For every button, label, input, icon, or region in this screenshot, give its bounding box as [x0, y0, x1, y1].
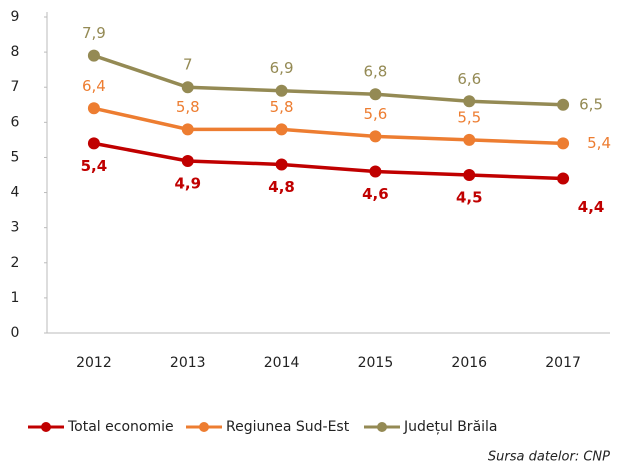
point — [275, 84, 288, 97]
point — [275, 123, 288, 136]
point — [463, 95, 476, 108]
data-label: 4,9 — [174, 174, 201, 192]
point — [87, 102, 100, 115]
point — [463, 133, 476, 146]
y-tick-label: 6 — [11, 114, 20, 130]
point — [87, 49, 100, 62]
y-tick-label: 9 — [11, 9, 20, 25]
point — [181, 81, 194, 94]
data-label: 5,8 — [176, 98, 200, 116]
point — [181, 154, 194, 167]
x-tick-label: 2015 — [358, 355, 394, 371]
point — [181, 123, 194, 136]
legend-marker — [377, 422, 387, 432]
y-tick-label: 5 — [11, 149, 20, 165]
data-label: 6,9 — [270, 59, 294, 77]
x-tick-label: 2016 — [451, 355, 487, 371]
data-label: 6,4 — [82, 77, 106, 95]
y-tick-label: 8 — [11, 44, 20, 60]
point — [369, 88, 382, 101]
data-label: 5,4 — [81, 157, 108, 175]
legend-label: Total economie — [67, 419, 174, 435]
data-label: 5,6 — [363, 105, 387, 123]
point — [557, 98, 570, 111]
y-tick-label: 7 — [11, 79, 20, 95]
x-tick-label: 2014 — [264, 355, 300, 371]
data-label: 6,5 — [579, 95, 603, 113]
x-tick-label: 2012 — [76, 355, 112, 371]
legend-marker — [41, 422, 51, 432]
data-label: 7,9 — [82, 24, 106, 42]
series-line — [93, 53, 564, 107]
series-line — [93, 141, 564, 181]
point — [369, 165, 382, 178]
data-label: 4,4 — [578, 198, 605, 216]
data-label: 6,6 — [457, 70, 481, 88]
point — [557, 137, 570, 150]
data-label: 5,5 — [457, 108, 481, 126]
data-label: 4,6 — [362, 185, 389, 203]
point — [369, 130, 382, 143]
y-tick-label: 1 — [11, 290, 20, 306]
data-label: 4,8 — [268, 178, 295, 196]
series-line — [93, 106, 564, 146]
data-label: 6,8 — [363, 63, 387, 81]
y-tick-label: 3 — [11, 220, 20, 236]
x-tick-label: 2013 — [170, 355, 206, 371]
source-note: Sursa datelor: CNP — [488, 450, 610, 465]
data-label: 7 — [183, 56, 193, 74]
point — [87, 137, 100, 150]
y-tick-label: 2 — [11, 255, 20, 271]
data-label: 5,8 — [270, 98, 294, 116]
data-label: 5,4 — [587, 134, 611, 152]
x-tick-label: 2017 — [545, 355, 581, 371]
point — [463, 169, 476, 181]
legend-label: Județul Brăila — [403, 419, 498, 435]
legend-label: Regiunea Sud-Est — [226, 419, 350, 435]
y-tick-label: 0 — [11, 325, 20, 341]
point — [275, 158, 288, 171]
point — [557, 172, 570, 185]
legend-marker — [199, 422, 209, 432]
data-label: 4,5 — [456, 189, 483, 207]
y-tick-label: 4 — [11, 185, 20, 201]
